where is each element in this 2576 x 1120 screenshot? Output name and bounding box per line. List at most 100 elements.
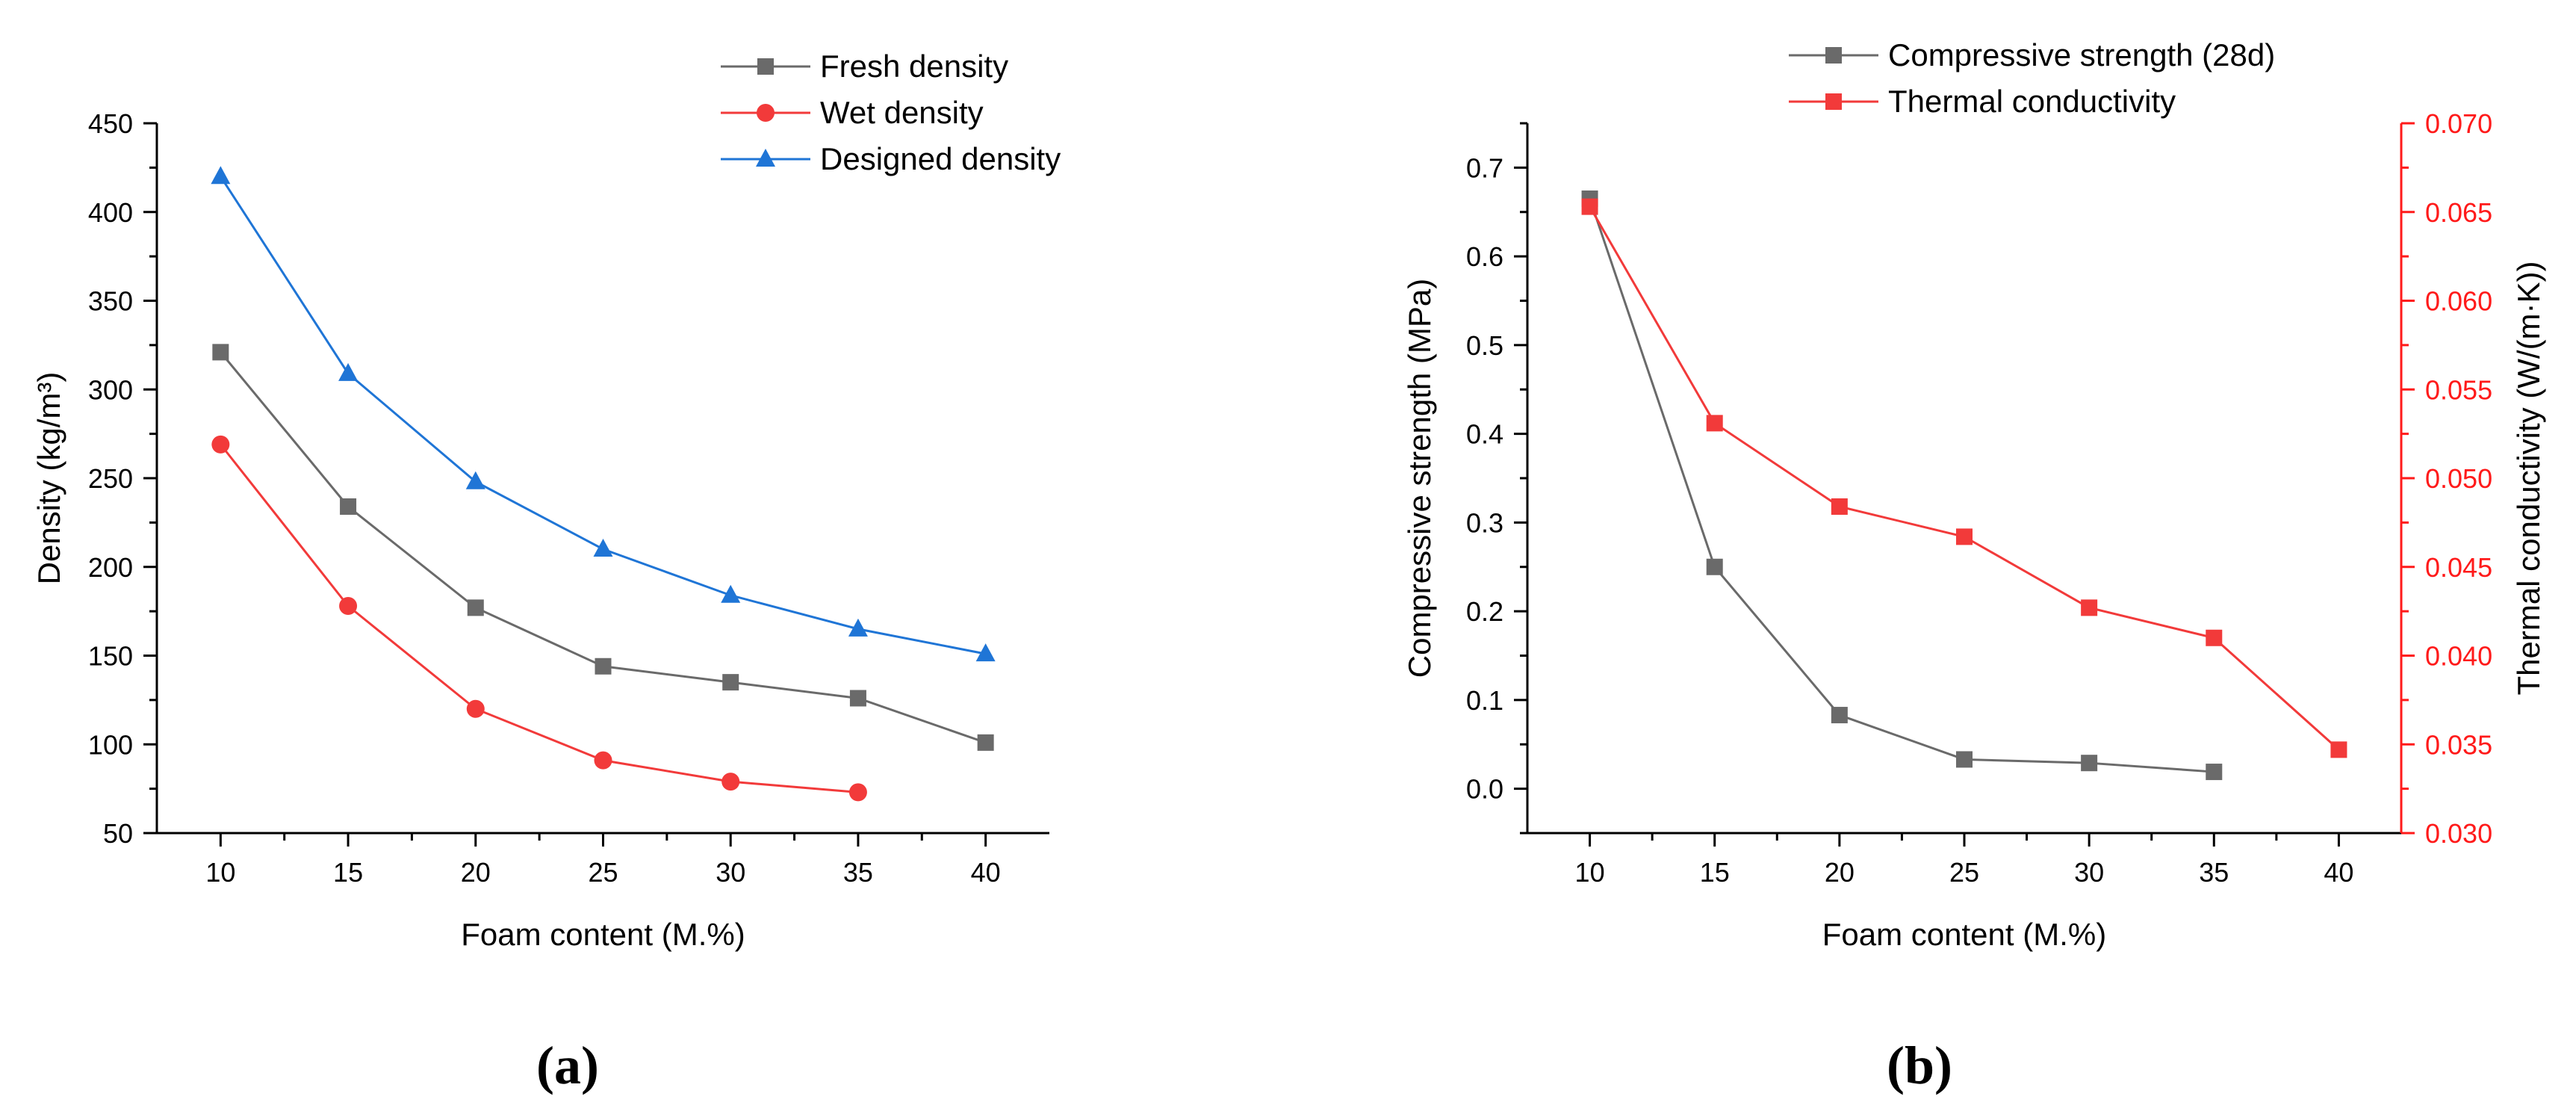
legend: Compressive strength (28d) Thermal conduc… bbox=[1789, 37, 2275, 119]
y-tick-label: 450 bbox=[88, 108, 133, 139]
chart-a-density: 10 15 20 25 30 35 40 50 100 150 200 250 300 350 400 450… bbox=[31, 49, 1061, 952]
data-point bbox=[2081, 755, 2098, 772]
series-line bbox=[1589, 205, 2340, 751]
panel-label-b: (b) bbox=[1887, 1036, 1952, 1095]
legend-marker bbox=[757, 104, 775, 122]
x-tick-label: 35 bbox=[843, 857, 873, 888]
data-point bbox=[593, 539, 613, 557]
data-point bbox=[2330, 741, 2347, 758]
data-point bbox=[722, 674, 739, 691]
legend-marker bbox=[1825, 47, 1842, 64]
data-point bbox=[211, 166, 231, 185]
data-point bbox=[340, 498, 357, 515]
legend-marker bbox=[757, 58, 774, 75]
right-y-tick-label: 0.065 bbox=[2425, 197, 2492, 228]
x-tick-label: 35 bbox=[2199, 857, 2229, 888]
y-tick-label: 300 bbox=[88, 374, 133, 405]
right-y-tick-label: 0.055 bbox=[2425, 374, 2492, 405]
right-y-tick-label: 0.035 bbox=[2425, 729, 2492, 760]
legend-label: Compressive strength (28d) bbox=[1888, 37, 2275, 72]
series-line bbox=[220, 176, 986, 655]
data-point bbox=[467, 599, 484, 616]
data-point bbox=[1706, 415, 1723, 432]
right-y-tick-label: 0.060 bbox=[2425, 286, 2492, 317]
y-tick-label: 0.5 bbox=[1466, 330, 1503, 361]
data-point bbox=[2206, 629, 2223, 646]
legend-marker bbox=[756, 149, 775, 167]
y-tick-label: 150 bbox=[88, 641, 133, 672]
y-tick-label: 350 bbox=[88, 286, 133, 317]
x-tick-label: 25 bbox=[1949, 857, 1979, 888]
data-point bbox=[339, 597, 358, 615]
x-tick-label: 15 bbox=[1700, 857, 1730, 888]
y-axis-label: Compressive strength (MPa) bbox=[1402, 279, 1437, 678]
data-point bbox=[211, 435, 230, 454]
data-point bbox=[977, 734, 994, 751]
right-y-tick-label: 0.030 bbox=[2425, 818, 2492, 849]
x-tick-label: 40 bbox=[971, 857, 1001, 888]
right-y-tick-label: 0.040 bbox=[2425, 641, 2492, 672]
data-point bbox=[466, 699, 485, 718]
y-tick-label: 250 bbox=[88, 463, 133, 494]
data-point bbox=[595, 658, 612, 675]
data-point bbox=[849, 690, 866, 707]
series-line bbox=[220, 443, 859, 793]
legend-label: Wet density bbox=[820, 95, 984, 130]
right-y-tick-label: 0.070 bbox=[2425, 108, 2492, 139]
data-point bbox=[1831, 498, 1848, 515]
y-tick-label: 50 bbox=[103, 818, 133, 849]
x-tick-label: 10 bbox=[1575, 857, 1605, 888]
legend: Fresh density Wet density Designed density bbox=[721, 49, 1061, 176]
data-point bbox=[848, 618, 868, 637]
x-axis-label: Foam content (M.%) bbox=[461, 917, 745, 952]
x-tick-label: 25 bbox=[588, 857, 618, 888]
data-point bbox=[2081, 599, 2098, 616]
y-tick-label: 0.1 bbox=[1466, 685, 1503, 716]
x-tick-label: 15 bbox=[333, 857, 363, 888]
right-y-tick-label: 0.045 bbox=[2425, 552, 2492, 583]
y-tick-label: 200 bbox=[88, 552, 133, 583]
x-tick-label: 30 bbox=[2074, 857, 2104, 888]
series-fresh-density bbox=[212, 344, 994, 751]
y-tick-label: 400 bbox=[88, 197, 133, 228]
right-y-tick-label: 0.050 bbox=[2425, 463, 2492, 494]
x-tick-label: 20 bbox=[461, 857, 491, 888]
data-point bbox=[1831, 707, 1848, 724]
legend-label: Designed density bbox=[820, 141, 1061, 176]
legend-label: Thermal conductivity bbox=[1888, 84, 2176, 119]
data-point bbox=[594, 751, 612, 770]
y-tick-label: 0.6 bbox=[1466, 241, 1503, 272]
right-y-axis-label: Thermal conductivity (W/(m·K)) bbox=[2511, 261, 2546, 695]
data-point bbox=[848, 783, 867, 802]
y-tick-label: 0.0 bbox=[1466, 774, 1503, 805]
x-tick-label: 40 bbox=[2324, 857, 2353, 888]
data-point bbox=[338, 362, 359, 381]
data-point bbox=[721, 584, 741, 603]
y-axis-label: Density (kg/m³) bbox=[31, 372, 66, 585]
chart-b-strength-conductivity: 10 15 20 25 30 35 40 0.0 0.1 0.2 0.3 0.4 0.5 0.6 0.7 0.… bbox=[1402, 37, 2546, 952]
data-point bbox=[1956, 751, 1973, 768]
data-point bbox=[721, 773, 740, 791]
legend-label: Fresh density bbox=[820, 49, 1008, 84]
y-tick-label: 0.2 bbox=[1466, 596, 1503, 627]
y-tick-label: 0.3 bbox=[1466, 507, 1503, 538]
x-tick-label: 10 bbox=[205, 857, 235, 888]
legend-marker bbox=[1825, 93, 1842, 110]
data-point bbox=[975, 643, 996, 662]
data-point bbox=[1581, 198, 1598, 215]
series-compressive-strength-28d bbox=[1581, 190, 2223, 781]
y-tick-label: 100 bbox=[88, 729, 133, 760]
panel-label-a: (a) bbox=[536, 1036, 599, 1095]
y-tick-label: 0.4 bbox=[1466, 419, 1503, 450]
x-tick-label: 30 bbox=[716, 857, 745, 888]
series-designed-density bbox=[211, 166, 996, 662]
x-axis-label: Foam content (M.%) bbox=[1822, 917, 2106, 952]
data-point bbox=[465, 471, 485, 489]
data-point bbox=[2206, 764, 2223, 781]
data-point bbox=[1956, 528, 1973, 545]
x-tick-label: 20 bbox=[1825, 857, 1855, 888]
y-tick-label: 0.7 bbox=[1466, 152, 1503, 183]
series-wet-density bbox=[211, 435, 867, 802]
data-point bbox=[1706, 558, 1723, 575]
